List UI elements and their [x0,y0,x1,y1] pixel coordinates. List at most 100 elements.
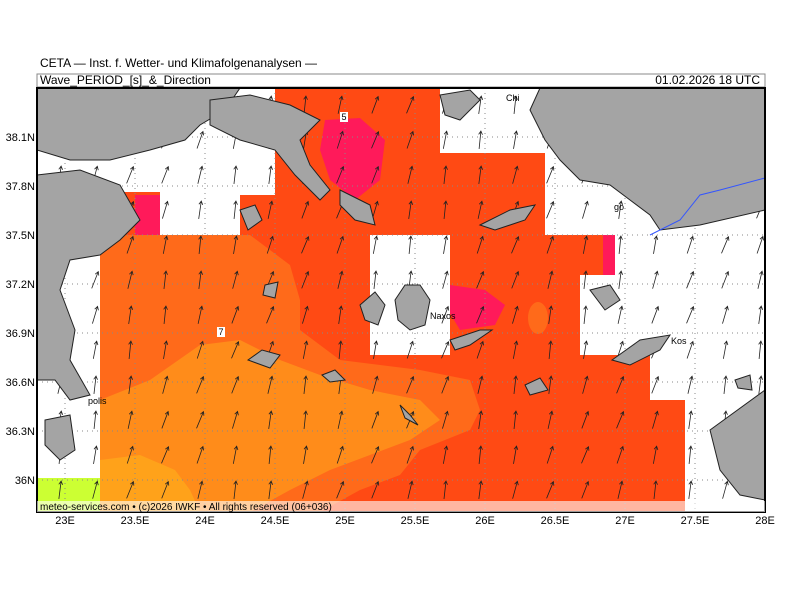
direction-arrow [721,235,730,254]
direction-arrow [197,305,204,324]
direction-arrow [546,165,555,184]
direction-arrow [371,130,380,149]
period-field-magenta [445,285,505,330]
direction-arrow [512,305,519,324]
lon-label: 28E [755,515,775,527]
direction-arrow [548,340,553,359]
lat-label: 36.3N [6,426,35,438]
direction-arrow [513,445,519,464]
direction-arrow [406,130,415,149]
direction-arrow [336,480,345,499]
direction-arrow [441,375,450,394]
direction-arrow [758,375,763,394]
direction-arrow [92,480,99,499]
direction-arrow [512,340,519,359]
direction-arrow [476,235,484,254]
direction-arrow [231,340,240,359]
lat-label: 36N [15,475,35,487]
direction-arrow [618,270,623,289]
direction-arrow [231,305,240,324]
direction-arrow [722,340,729,359]
direction-arrow [546,200,555,219]
direction-arrow [476,305,485,324]
direction-arrow [512,480,519,499]
land-island [321,369,347,383]
land-kos [610,334,672,366]
direction-arrow [301,200,310,219]
direction-arrow [686,235,694,254]
direction-arrow [442,130,449,149]
direction-arrow [548,305,554,324]
land-island [262,281,279,299]
direction-arrow [161,410,170,429]
direction-arrow [616,410,625,429]
land-island [44,414,76,461]
direction-arrow [408,200,414,219]
period-field-magenta [320,118,385,200]
place-label: polis [88,396,107,406]
direction-arrow [268,165,273,184]
land-samos [478,204,537,231]
direction-arrow [443,480,448,499]
place-label: Naxos [430,311,456,321]
direction-arrow [511,235,520,254]
direction-arrow [163,270,168,289]
direction-arrow [581,445,590,464]
direction-arrow [688,480,693,499]
direction-arrow [231,375,240,394]
direction-arrow [161,165,170,184]
direction-arrow [513,375,518,394]
direction-arrow [723,375,728,394]
direction-arrow [583,340,589,359]
direction-arrow [197,165,204,184]
direction-arrow [477,200,484,219]
direction-arrow [758,340,763,359]
lon-label: 25E [335,515,355,527]
direction-arrow [373,340,379,359]
direction-arrow [548,375,553,394]
land-turkey-south [709,389,765,501]
direction-arrow [478,410,484,429]
direction-arrow [406,340,414,359]
period-field-yellow-orange [100,455,200,512]
direction-arrow [652,445,659,464]
direction-arrow [406,445,415,464]
direction-arrow [688,410,694,429]
direction-arrow [371,480,380,499]
header-title: Wave_PERIOD_[s]_&_Direction [40,73,211,87]
contour-label: 5 [341,112,346,122]
direction-arrow [442,445,449,464]
lon-label: 24.5E [261,515,290,527]
lat-label: 37.8N [6,181,35,193]
lon-label: 24E [195,515,215,527]
direction-arrow [652,270,659,289]
direction-arrow [197,480,204,499]
direction-arrow [268,410,274,429]
map-area: Chi Naxos Kos polis go 5 7 [37,88,765,512]
direction-arrow [163,305,168,324]
lon-label: 27.5E [681,515,710,527]
direction-arrow [478,480,483,499]
direction-arrow [371,410,380,429]
direction-arrow [162,200,169,219]
land-evia [209,94,331,201]
direction-arrow [303,375,308,394]
direction-arrow [371,95,380,114]
direction-arrow [546,480,555,499]
direction-arrow [443,235,449,254]
direction-arrow [546,445,554,464]
direction-arrow [478,130,483,149]
direction-arrow [126,235,135,254]
direction-arrow [582,235,589,254]
contour-label: 7 [218,327,223,337]
lat-label: 38.1N [6,132,35,144]
direction-arrow [128,305,134,324]
direction-arrow [337,95,344,114]
direction-arrow [196,445,205,464]
direction-arrow [268,480,273,499]
direction-arrow [372,200,379,219]
direction-arrow [303,410,308,429]
place-label: Chi [506,93,520,103]
direction-arrow [407,480,414,499]
